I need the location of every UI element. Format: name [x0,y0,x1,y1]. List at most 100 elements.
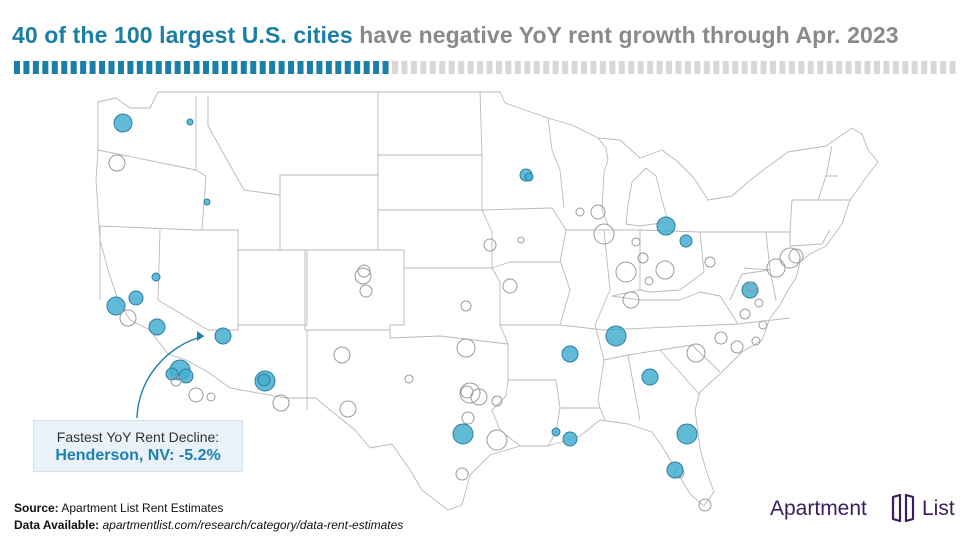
city-bubble-negative [656,216,676,236]
progress-segment-other [486,61,493,74]
callout-value: Henderson, NV: -5.2% [55,447,221,464]
city-bubble-negative [148,318,166,336]
progress-segment-other [495,61,502,74]
source-line: Source: Apartment List Rent Estimates [14,501,223,515]
progress-segment-other [722,61,729,74]
progress-segment-other [788,61,795,74]
available-label: Data Available: [14,518,100,532]
progress-segment-other [703,61,710,74]
source-label: Source: [14,501,59,515]
progress-segment-negative [193,61,200,74]
city-bubble-positive [461,411,475,425]
logo-word-apartment: Apartment [770,497,867,520]
progress-segment-negative [61,61,68,74]
city-bubble-positive [459,382,481,404]
us-outline [95,91,879,511]
progress-segment-other [864,61,871,74]
progress-segment-negative [80,61,87,74]
city-bubble-negative [562,431,578,447]
progress-segment-other [855,61,862,74]
progress-segment-other [694,61,701,74]
city-bubble-positive [698,498,712,512]
progress-segment-other [505,61,512,74]
progress-segment-other [930,61,937,74]
callout-arrow [136,331,205,419]
progress-segment-negative [136,61,143,74]
city-bubble-negative [452,423,474,445]
city-bubble-positive [486,429,508,451]
progress-segment-other [836,61,843,74]
city-bubble-negative [641,368,659,386]
data-available-line: Data Available: apartmentlist.com/resear… [14,518,403,532]
city-bubble-positive [746,281,758,293]
city-bubble-positive [272,394,290,412]
progress-segment-negative [32,61,39,74]
city-bubble-positive [615,261,637,283]
city-bubble-negative [605,325,627,347]
progress-segment-other [684,61,691,74]
city-bubble-positive [766,258,786,278]
progress-segment-negative [231,61,238,74]
progress-segment-other [581,61,587,74]
city-bubble-positive [631,237,641,247]
progress-segment-negative [344,61,351,74]
progress-segment-other [609,61,616,74]
city-bubble-positive [456,338,476,358]
progress-segment-negative [250,61,257,74]
progress-segment-other [562,61,569,74]
city-bubble-positive [754,298,764,308]
progress-segment-negative [117,61,124,74]
city-bubble-positive [517,236,525,244]
progress-segment-other [467,61,474,74]
city-bubble-positive [460,385,474,399]
city-bubble-positive [333,346,351,364]
city-bubble-positive [644,276,654,286]
city-bubble-positive [788,248,804,264]
logo-mark-icon [891,494,915,523]
available-link[interactable]: apartmentlist.com/research/category/data… [102,518,404,532]
city-bubble-negative [257,373,271,387]
chart-title: 40 of the 100 largest U.S. cities have n… [12,22,899,49]
city-bubble-positive [686,343,706,363]
progress-segment-other [514,61,521,74]
progress-segment-other [410,61,417,74]
progress-segment-negative [382,61,389,74]
progress-segment-other [940,61,947,74]
progress-segment-other [675,61,682,74]
state-borders [95,91,879,511]
city-bubble-positive [730,340,744,354]
progress-segment-other [656,61,663,74]
city-bubble-negative [666,461,684,479]
progress-segment-other [524,61,531,74]
city-bubble-negative [561,345,579,363]
progress-segment-other [902,61,909,74]
progress-segment-negative [42,61,49,74]
city-bubble-positive [575,207,585,217]
progress-segment-other [618,61,625,74]
progress-segment-negative [373,61,380,74]
progress-segment-negative [23,61,30,74]
progress-segment-other [401,61,408,74]
progress-segment-other [826,61,833,74]
city-bubble-positive [758,320,768,330]
progress-segment-other [817,61,824,74]
progress-segment-other [751,61,758,74]
progress-segment-other [949,61,956,74]
progress-segment-other [590,61,597,74]
city-bubble-negative [106,296,126,316]
progress-segment-other [845,61,852,74]
city-bubble-negative [214,327,232,345]
city-bubble-positive [339,400,357,418]
city-bubble-negative [524,172,534,182]
city-bubble-positive [655,260,675,280]
progress-segment-negative [316,61,323,74]
progress-segment-other [911,61,918,74]
progress-segment-negative [165,61,172,74]
progress-segment-negative [354,61,361,74]
city-bubble-negative [151,272,161,282]
city-bubble-negative [676,423,698,445]
city-bubble-positive [779,247,801,269]
progress-segment-negative [325,61,332,74]
progress-segment-negative [306,61,313,74]
